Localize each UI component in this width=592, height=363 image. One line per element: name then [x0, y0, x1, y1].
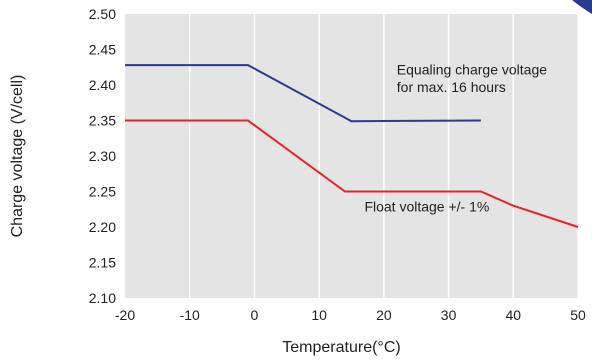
x-tick-label: 50	[570, 307, 586, 323]
x-tick-label: 10	[311, 307, 327, 323]
plot-background	[125, 14, 578, 298]
x-tick-label: -20	[115, 307, 135, 323]
y-tick-label: 2.10	[89, 290, 116, 306]
x-tick-label: 30	[441, 307, 457, 323]
y-tick-label: 2.15	[89, 255, 116, 271]
x-axis-title: Temperature(°C)	[282, 339, 400, 356]
annotations: Equaling charge voltage for max. 16 hours…	[364, 61, 547, 214]
series-line-1	[125, 64, 481, 123]
y-tick-label: 2.50	[89, 6, 116, 22]
y-tick-label: 2.30	[89, 148, 116, 164]
tick-labels: 2.10 2.15 2.20 2.25 2.30 2.35 2.40 2.45 2.50 -20 -…	[89, 6, 586, 323]
series-line-2	[125, 119, 579, 228]
x-tick-label: 40	[505, 307, 521, 323]
y-tick-label: 2.35	[89, 113, 116, 129]
x-tick-label: 0	[251, 307, 259, 323]
y-tick-label: 2.20	[89, 219, 116, 235]
annotation-label: Equaling charge voltage	[397, 61, 547, 77]
x-tick-label: 20	[376, 307, 392, 323]
annotation-label: Float voltage +/- 1%	[364, 198, 489, 214]
corner-decoration	[572, 0, 592, 14]
y-axis-title: Charge voltage (V/cell)	[9, 75, 26, 238]
series-layer	[125, 64, 579, 228]
y-tick-label: 2.45	[89, 42, 116, 58]
annotation-label: for max. 16 hours	[397, 79, 506, 95]
y-tick-label: 2.40	[89, 77, 116, 93]
x-tick-label: -10	[180, 307, 200, 323]
grid-lines	[188, 14, 579, 298]
y-tick-label: 2.25	[89, 184, 116, 200]
